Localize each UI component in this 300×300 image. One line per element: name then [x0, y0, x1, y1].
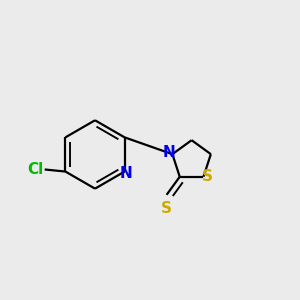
Text: Cl: Cl [27, 162, 43, 177]
Text: S: S [202, 169, 213, 184]
Text: S: S [161, 201, 172, 216]
Text: N: N [163, 145, 176, 160]
Text: N: N [119, 166, 132, 181]
